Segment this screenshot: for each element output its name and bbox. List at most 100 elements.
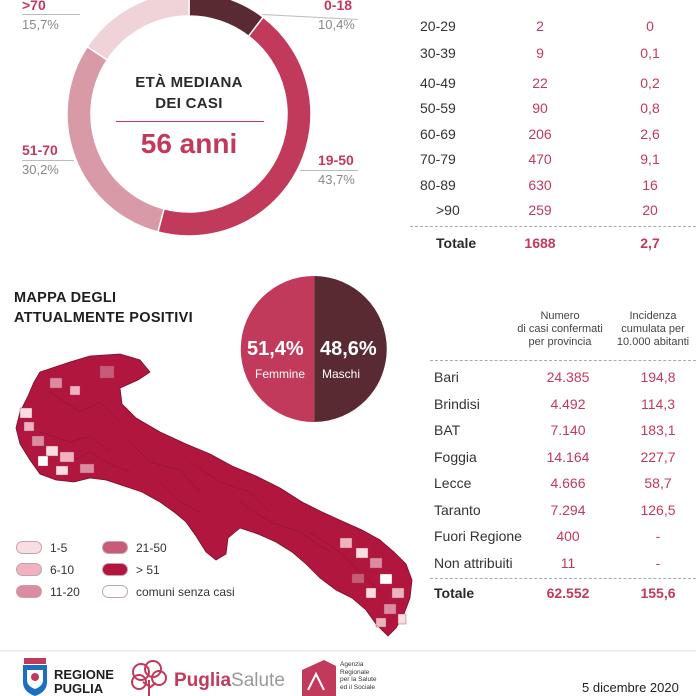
aress-line3: per la Salute xyxy=(340,676,377,683)
male-slice xyxy=(314,276,387,422)
table-row: Brindisi 4.492 114,3 xyxy=(434,396,696,422)
puglia-salute-bold: Puglia xyxy=(174,670,232,691)
header-rate-line1: Incidenza xyxy=(629,310,677,322)
median-age-value: 56 anni xyxy=(140,128,238,159)
province-name: Lecce xyxy=(434,475,472,491)
female-slice xyxy=(240,276,315,422)
legend-label: 11-20 xyxy=(50,585,80,599)
report-date: 5 dicembre 2020 xyxy=(582,680,679,695)
province-rate: 114,3 xyxy=(641,396,675,412)
age-table-cut-row: 10-19 0 0 xyxy=(418,0,688,4)
age-label-0-18: 0-18 xyxy=(324,0,353,13)
province-name: BAT xyxy=(434,422,461,438)
province-cases: 4.666 xyxy=(550,475,586,491)
age-label-19-50: 19-50 xyxy=(318,152,354,168)
province-cases: 11 xyxy=(560,555,576,571)
age-cases: 2 xyxy=(536,18,544,34)
province-name: Foggia xyxy=(434,449,477,465)
province-name: Taranto xyxy=(434,502,481,518)
puglia-region-shape xyxy=(15,353,413,637)
legend-label: 1-5 xyxy=(50,541,68,555)
age-rate: 0 xyxy=(646,18,654,34)
median-title-line1: ETÀ MEDIANA xyxy=(135,74,243,91)
donut-slice--70 xyxy=(86,0,190,61)
regione-puglia-crest-icon xyxy=(23,658,47,696)
province-name: Fuori Regione xyxy=(434,528,522,544)
age-cases: 470 xyxy=(528,151,552,167)
male-label: Maschi xyxy=(322,367,361,381)
header-cases-line3: per provincia xyxy=(528,336,592,348)
legend-swatch-no-cases xyxy=(102,585,128,598)
aress-logo-icon xyxy=(302,660,336,696)
age-cases: 9 xyxy=(536,45,544,61)
province-table-divider xyxy=(430,360,696,361)
footer-divider xyxy=(0,650,696,652)
table-row: >90 259 20 xyxy=(410,202,696,228)
age-range: 70-79 xyxy=(420,151,456,167)
table-row: 50-59 90 0,8 xyxy=(410,100,696,126)
header-rate-line3: 10.000 abitanti xyxy=(616,336,690,348)
province-rate: - xyxy=(655,528,661,544)
age-total-label: Totale xyxy=(436,235,477,251)
header-cases: Numero di casi confermati per provincia xyxy=(510,310,610,349)
province-cases: 400 xyxy=(556,528,580,544)
age-cases: 90 xyxy=(532,100,548,116)
province-cases: 24.385 xyxy=(546,369,590,385)
legend-swatch-1-5 xyxy=(16,541,42,554)
age-total-rate: 2,7 xyxy=(640,235,660,251)
table-row: Foggia 14.164 227,7 xyxy=(434,449,696,475)
age-range: 50-59 xyxy=(420,100,456,116)
age-range: 40-49 xyxy=(420,75,456,91)
age-rate: 16 xyxy=(642,177,658,193)
table-row: 70-79 470 9,1 xyxy=(410,151,696,177)
age-table-total-row: Totale 1688 2,7 xyxy=(410,226,696,260)
female-pct: 51,4% xyxy=(247,338,304,360)
table-row: Bari 24.385 194,8 xyxy=(434,369,696,395)
age-rate: 0,1 xyxy=(640,45,660,61)
male-pct: 48,6% xyxy=(320,338,377,360)
legend-label: comuni senza casi xyxy=(136,585,235,599)
legend-label: 21-50 xyxy=(136,541,167,555)
female-label: Femmine xyxy=(255,367,306,381)
age-range: >90 xyxy=(436,202,460,218)
puglia-salute-logo-text: PugliaSalute xyxy=(174,670,285,692)
table-row: 30-39 9 0,1 xyxy=(410,45,696,71)
age-pct-51-70: 30,2% xyxy=(22,162,59,177)
table-row: 20-29 2 0 xyxy=(410,18,696,44)
province-table-total-row: Totale 62.552 155,6 xyxy=(430,578,696,608)
province-rate: 227,7 xyxy=(640,449,676,465)
leader-over70 xyxy=(22,14,80,15)
age-rate: 2,6 xyxy=(640,126,660,142)
header-rate: Incidenza cumulata per 10.000 abitanti xyxy=(610,310,696,349)
leader-19-50 xyxy=(300,170,358,171)
table-row: 40-49 22 0,2 xyxy=(410,75,696,101)
age-rate: 0,8 xyxy=(640,100,660,116)
province-cases: 7.140 xyxy=(550,422,586,438)
province-cases: 14.164 xyxy=(546,449,590,465)
median-divider xyxy=(116,121,264,122)
puglia-map xyxy=(15,353,413,637)
legend-swatch-over-51 xyxy=(102,563,128,576)
table-row: 60-69 206 2,6 xyxy=(410,126,696,152)
province-rate: 194,8 xyxy=(640,369,676,385)
legend-swatch-11-20 xyxy=(16,585,42,598)
median-title-line2: DEI CASI xyxy=(155,95,223,112)
age-cases: 630 xyxy=(528,177,552,193)
regione-puglia-logo-text: REGIONE PUGLIA xyxy=(54,668,114,696)
age-range: 80-89 xyxy=(420,177,456,193)
aress-line4: ed il Sociale xyxy=(340,683,376,691)
province-rate: 58,7 xyxy=(644,475,672,491)
age-pct-0-18: 10,4% xyxy=(318,17,355,32)
gender-split-circle xyxy=(240,276,387,422)
table-row: Lecce 4.666 58,7 xyxy=(434,475,696,501)
age-label-over70: >70 xyxy=(22,0,46,13)
table-row: BAT 7.140 183,1 xyxy=(434,422,696,448)
map-title: MAPPA DEGLI ATTUALMENTE POSITIVI xyxy=(14,288,214,328)
age-donut-chart xyxy=(66,0,312,237)
age-rate: 9,1 xyxy=(640,151,660,167)
age-range: 20-29 xyxy=(420,18,456,34)
aress-logo-text: Agenzia Regionale per la Salute ed il So… xyxy=(340,661,377,691)
province-total-cases: 62.552 xyxy=(546,585,590,601)
age-cases: 206 xyxy=(528,126,552,142)
province-total-label: Totale xyxy=(434,585,475,601)
